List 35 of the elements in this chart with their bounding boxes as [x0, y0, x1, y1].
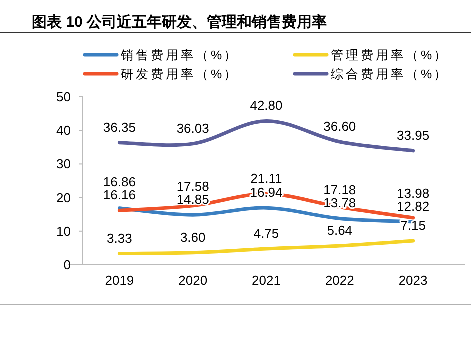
y-tick-label: 20	[56, 190, 71, 206]
x-tick-label: 2019	[105, 273, 134, 288]
y-tick-label: 0	[64, 258, 71, 272]
data-label: 3.33	[107, 230, 132, 246]
data-label: 17.18	[324, 182, 356, 198]
data-label: 12.82	[397, 198, 430, 214]
data-label: 16.16	[103, 188, 136, 203]
data-label: 13.98	[397, 186, 430, 201]
y-tick-label: 10	[56, 224, 71, 239]
legend-label: 研发费用率（%）	[121, 66, 240, 82]
data-label: 42.80	[250, 98, 283, 114]
data-label: 14.85	[176, 192, 210, 208]
data-label: 16.86	[103, 174, 136, 190]
data-label: 3.60	[180, 230, 206, 245]
data-label: 33.95	[397, 128, 430, 143]
data-label: 16.94	[250, 185, 283, 200]
data-label: 36.03	[176, 120, 210, 136]
legend-label: 综合费用率（%）	[331, 66, 450, 82]
data-label: 7.15	[400, 218, 426, 233]
chart-title: 图表 10 公司近五年研发、管理和销售费用率	[32, 13, 328, 31]
y-tick-label: 40	[56, 123, 71, 138]
data-label: 36.60	[324, 119, 356, 134]
y-tick-label: 30	[56, 156, 71, 172]
x-tick-label: 2023	[398, 273, 428, 288]
x-tick-label: 2021	[252, 273, 281, 288]
x-tick-label: 2020	[178, 273, 208, 288]
legend-label: 管理费用率（%）	[331, 48, 450, 62]
data-label: 21.11	[250, 171, 282, 186]
legend-label: 销售费用率（%）	[120, 48, 240, 62]
y-tick-label: 50	[56, 90, 71, 104]
data-label: 17.58	[176, 179, 210, 194]
data-label: 36.35	[103, 120, 136, 135]
data-label: 4.75	[254, 226, 280, 242]
data-label: 5.64	[327, 223, 353, 238]
x-tick-label: 2022	[325, 273, 354, 288]
